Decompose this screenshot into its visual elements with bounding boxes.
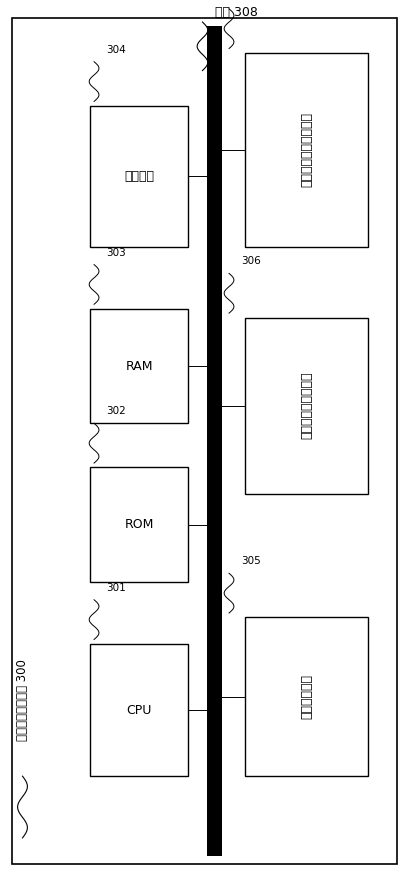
Text: 307: 307: [241, 0, 261, 2]
Bar: [245, 53, 368, 247]
Text: コンピュータ装置 300: コンピュータ装置 300: [16, 659, 29, 741]
Bar: [207, 26, 222, 856]
Text: ROM: ROM: [124, 519, 154, 531]
Text: 入出力インタフェース: 入出力インタフェース: [300, 112, 313, 188]
Text: ドライブ装置: ドライブ装置: [300, 674, 313, 720]
Text: 302: 302: [106, 407, 126, 416]
Text: RAM: RAM: [125, 360, 153, 372]
Bar: [90, 644, 188, 776]
Bar: [90, 467, 188, 582]
Text: 304: 304: [106, 45, 126, 55]
Text: バス 308: バス 308: [215, 6, 258, 19]
Bar: [90, 106, 188, 247]
Bar: [90, 309, 188, 423]
Text: 303: 303: [106, 248, 126, 258]
Bar: [245, 318, 368, 494]
Text: CPU: CPU: [126, 704, 152, 716]
Bar: [245, 617, 368, 776]
Text: 306: 306: [241, 257, 261, 266]
Text: 305: 305: [241, 557, 261, 566]
Text: 通信インタフェース: 通信インタフェース: [300, 372, 313, 439]
Text: 301: 301: [106, 583, 126, 593]
Text: 記憶装置: 記憶装置: [124, 170, 154, 183]
